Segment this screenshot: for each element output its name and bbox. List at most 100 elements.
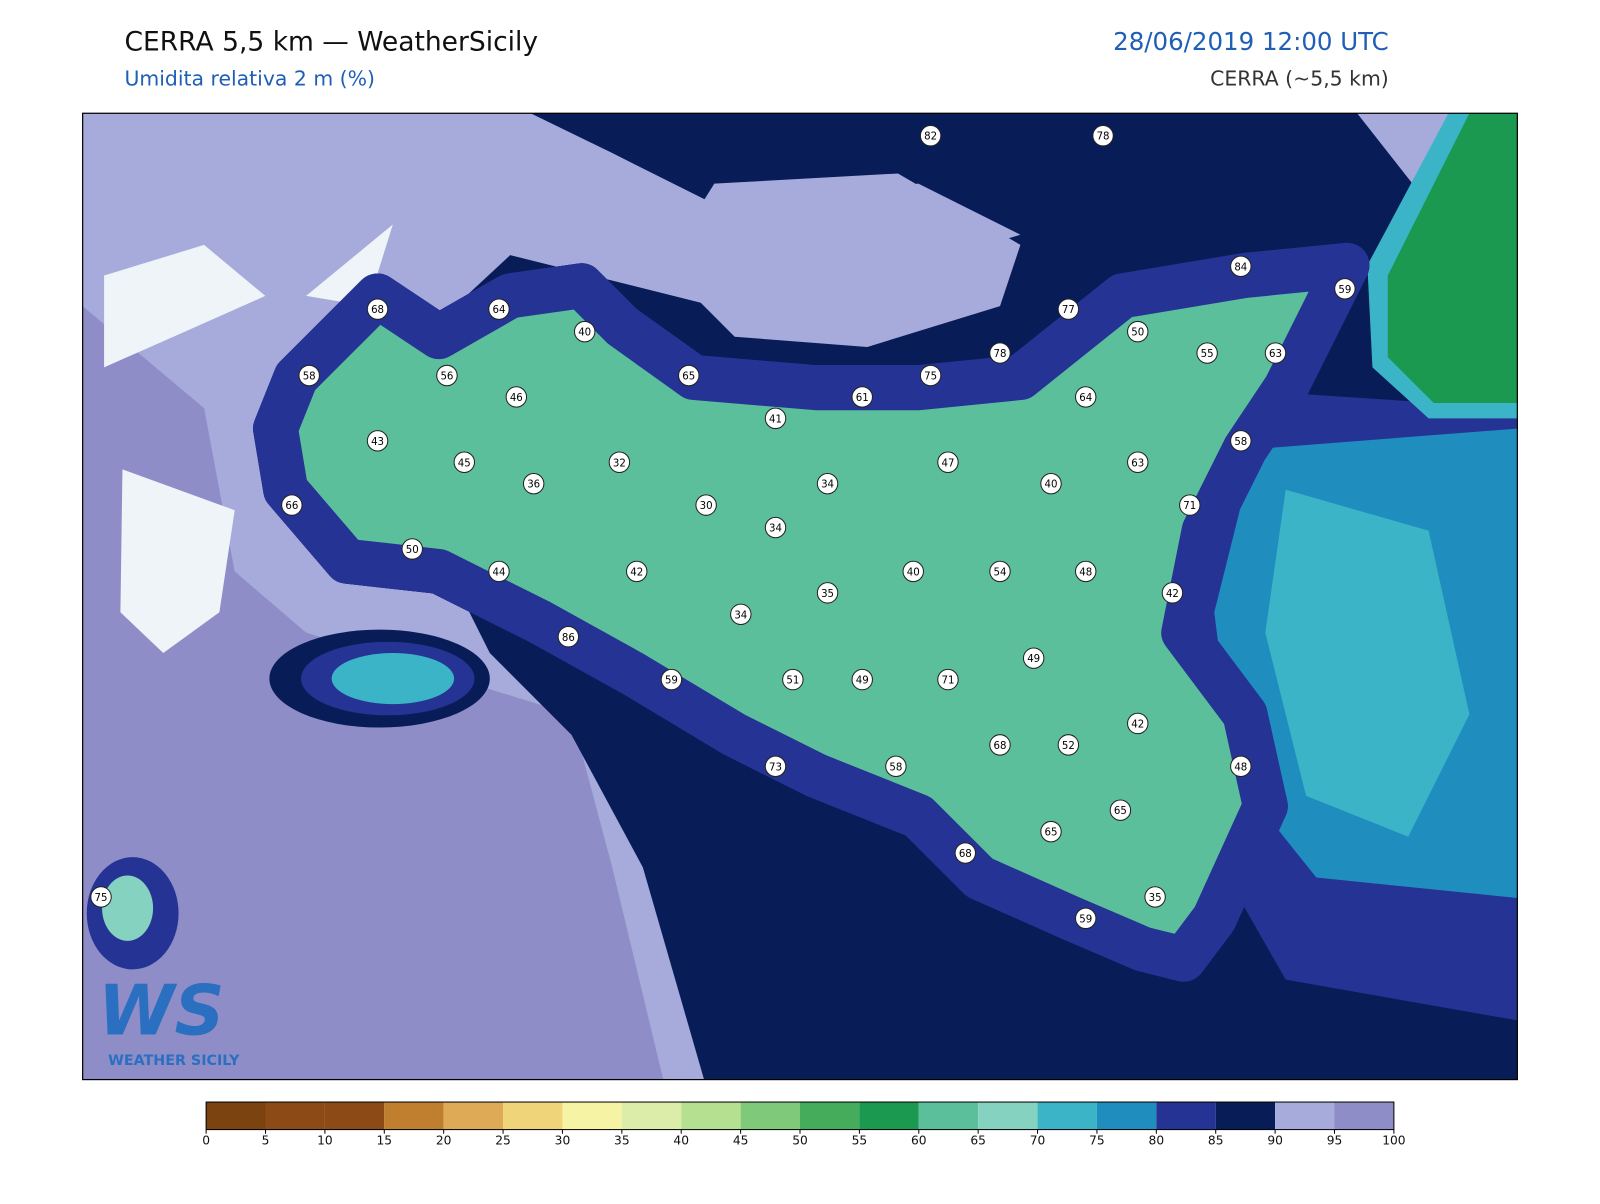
field [1387, 113, 1518, 404]
colorbar-tick-label: 90 [1267, 1133, 1283, 1147]
station-marker [1127, 712, 1149, 735]
title: CERRA 5,5 km — WeatherSicily [124, 26, 538, 57]
colorbar-tick-label: 15 [376, 1133, 392, 1147]
stations: 82 78 68 64 40 58 56 46 65 61 75 78 77 50 55 63 84 59 41 64… [90, 125, 1356, 930]
colorbar-tick-label: 40 [673, 1133, 689, 1147]
station-value: 58 [1234, 437, 1247, 448]
station-marker [1075, 907, 1097, 930]
station-marker [1040, 820, 1062, 843]
station-value: 64 [492, 305, 505, 316]
station-marker [1144, 886, 1166, 908]
station-value: 35 [1149, 893, 1162, 904]
station-value: 35 [821, 589, 834, 600]
colorbar-swatch [1156, 1102, 1216, 1130]
station-value: 71 [1183, 501, 1196, 512]
station-marker [902, 560, 924, 583]
station-marker [366, 430, 389, 452]
station-value: 75 [95, 893, 108, 904]
station-marker [1127, 320, 1149, 343]
colorbar-tick-label: 0 [202, 1133, 210, 1147]
map: WS WEATHER SICILY 82 78 68 64 40 58 56 46 65 61 75… [82, 113, 1518, 1080]
station-marker [1075, 560, 1097, 583]
station-marker [660, 668, 683, 691]
station-marker [989, 734, 1011, 756]
station-marker [1040, 472, 1062, 495]
station-value: 65 [682, 372, 695, 383]
station-value: 44 [492, 567, 505, 578]
colorbar-tick-label: 100 [1382, 1133, 1405, 1147]
station-value: 61 [856, 393, 869, 404]
colorbar-swatch [1037, 1102, 1097, 1130]
station-marker [1092, 125, 1114, 147]
field [663, 173, 1021, 347]
station-marker [298, 364, 320, 387]
station-value: 73 [769, 762, 782, 773]
station-value: 58 [889, 762, 902, 773]
station-value: 68 [994, 741, 1007, 752]
station-marker [1127, 451, 1149, 473]
colorbar-swatch [918, 1102, 979, 1130]
station-marker [954, 842, 977, 864]
station-value: 30 [700, 501, 713, 512]
station-value: 63 [1269, 349, 1282, 360]
station-marker [281, 494, 303, 516]
field [1265, 489, 1470, 837]
station-value: 64 [1079, 393, 1092, 404]
colorbar-swatch [859, 1102, 919, 1130]
station-value: 54 [994, 567, 1007, 578]
station-value: 59 [1079, 914, 1092, 925]
station-value: 36 [527, 480, 540, 491]
colorbar-swatch [1275, 1102, 1335, 1130]
station-marker [1264, 342, 1287, 364]
station-value: 75 [924, 372, 937, 383]
station-value: 34 [821, 480, 834, 491]
colorbar-tick-label: 20 [436, 1133, 452, 1147]
station-value: 65 [1045, 828, 1058, 839]
station-value: 58 [303, 372, 316, 383]
station-marker [488, 298, 510, 320]
station-marker [90, 886, 112, 908]
station-value: 40 [578, 328, 591, 339]
colorbar-swatch [740, 1102, 800, 1130]
station-value: 47 [941, 458, 954, 469]
station-value: 40 [1045, 480, 1058, 491]
map-frame [82, 112, 1518, 1081]
station-marker [851, 668, 873, 691]
sicily [276, 265, 1370, 959]
logo-mark: WS [98, 971, 225, 1051]
colorbar-swatch [443, 1102, 504, 1130]
colorbar-swatch [1096, 1102, 1157, 1130]
station-marker [1196, 342, 1218, 364]
station-value: 65 [1114, 806, 1127, 817]
colorbar-swatch [1215, 1102, 1276, 1130]
colorbar-swatch [800, 1102, 860, 1130]
station-value: 43 [371, 437, 384, 448]
station-marker [885, 755, 907, 778]
colorbar-tick-label: 5 [262, 1133, 270, 1147]
station-marker [505, 386, 528, 408]
station-value: 82 [924, 132, 937, 143]
station-marker [764, 516, 787, 539]
field [104, 224, 393, 654]
station-value: 49 [1027, 654, 1040, 665]
station-marker [573, 320, 596, 343]
station-value: 59 [665, 676, 678, 687]
station-value: 51 [786, 676, 799, 687]
colorbar-tick-label: 55 [852, 1133, 868, 1147]
station-value: 42 [1131, 719, 1144, 730]
colorbar-swatch [562, 1102, 622, 1130]
station-value: 71 [941, 676, 954, 687]
colorbar-swatch [621, 1102, 682, 1130]
colorbar-swatch [324, 1102, 385, 1130]
colorbar-swatch [384, 1102, 444, 1130]
station-marker [989, 560, 1011, 583]
station-value: 40 [907, 567, 920, 578]
station-marker [937, 451, 959, 473]
station-marker [1230, 755, 1252, 778]
station-marker [695, 494, 717, 516]
station-value: 56 [440, 372, 453, 383]
datetime: 28/06/2019 12:00 UTC [1113, 27, 1389, 56]
logo: WS WEATHER SICILY [98, 971, 240, 1069]
colorbar-tick-label: 30 [555, 1133, 571, 1147]
station-value: 86 [562, 633, 575, 644]
